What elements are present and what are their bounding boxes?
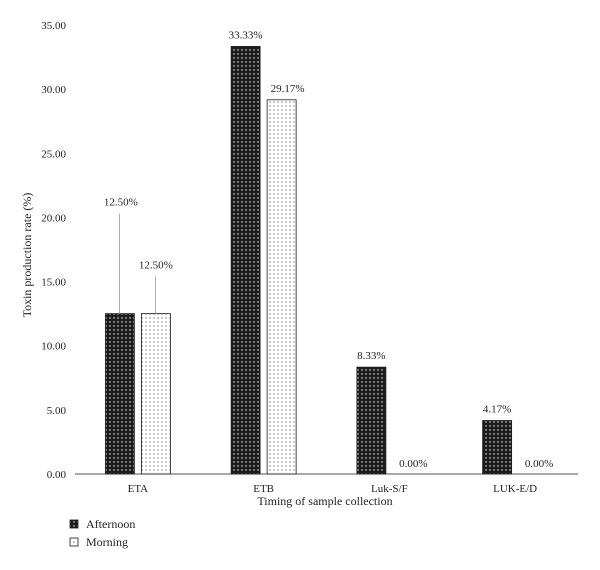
y-axis-ticks: 0.00 5.00 10.00 15.00 20.00 25.00 30.00 35.00 [41, 20, 66, 481]
bar-morning-etb [266, 99, 297, 475]
legend-label-afternoon: Afternoon [86, 517, 135, 531]
bar-morning-eta [140, 313, 171, 475]
x-axis-title: Timing of sample collection [257, 494, 392, 508]
bar-afternoon-eta [104, 313, 135, 475]
y-axis-title: Toxin production rate (%) [20, 193, 34, 318]
legend-swatch-afternoon [69, 519, 79, 529]
y-tick-label: 35.00 [41, 20, 66, 32]
legend-item-afternoon: Afternoon [69, 517, 135, 531]
x-axis-ticks: ETA ETB Luk-S/F LUK-E/D [128, 483, 538, 495]
y-tick-label: 0.00 [47, 469, 67, 481]
data-label: 12.50% [139, 259, 173, 271]
data-label: 12.50% [104, 197, 138, 209]
legend-swatch-morning [69, 537, 79, 547]
y-tick-label: 15.00 [41, 277, 66, 289]
y-tick-label: 30.00 [41, 84, 66, 96]
data-label: 4.17% [483, 404, 511, 416]
legend-item-morning: Morning [69, 535, 128, 549]
y-tick-label: 10.00 [41, 341, 66, 353]
bar-series: 12.50% 12.50% 33.33% 29.17% 8.33% 0.00% 4.17% 0… [104, 29, 553, 475]
bar-afternoon-luk-s-f [356, 366, 387, 475]
data-label: 33.33% [229, 29, 263, 41]
y-tick-label: 25.00 [41, 148, 66, 160]
x-tick-label: Luk-S/F [371, 483, 408, 495]
x-tick-label: ETB [253, 483, 274, 495]
data-label: 29.17% [271, 83, 305, 95]
data-label: 8.33% [357, 350, 385, 362]
data-label: 0.00% [525, 458, 553, 470]
y-tick-label: 5.00 [47, 405, 67, 417]
x-tick-label: ETA [128, 483, 149, 495]
legend-label-morning: Morning [86, 535, 128, 549]
x-tick-label: LUK-E/D [493, 483, 537, 495]
bar-afternoon-luk-e-d [482, 420, 513, 475]
y-tick-label: 20.00 [41, 212, 66, 224]
data-label: 0.00% [399, 458, 427, 470]
bar-afternoon-etb [230, 46, 261, 475]
legend: Afternoon Morning [69, 517, 135, 549]
